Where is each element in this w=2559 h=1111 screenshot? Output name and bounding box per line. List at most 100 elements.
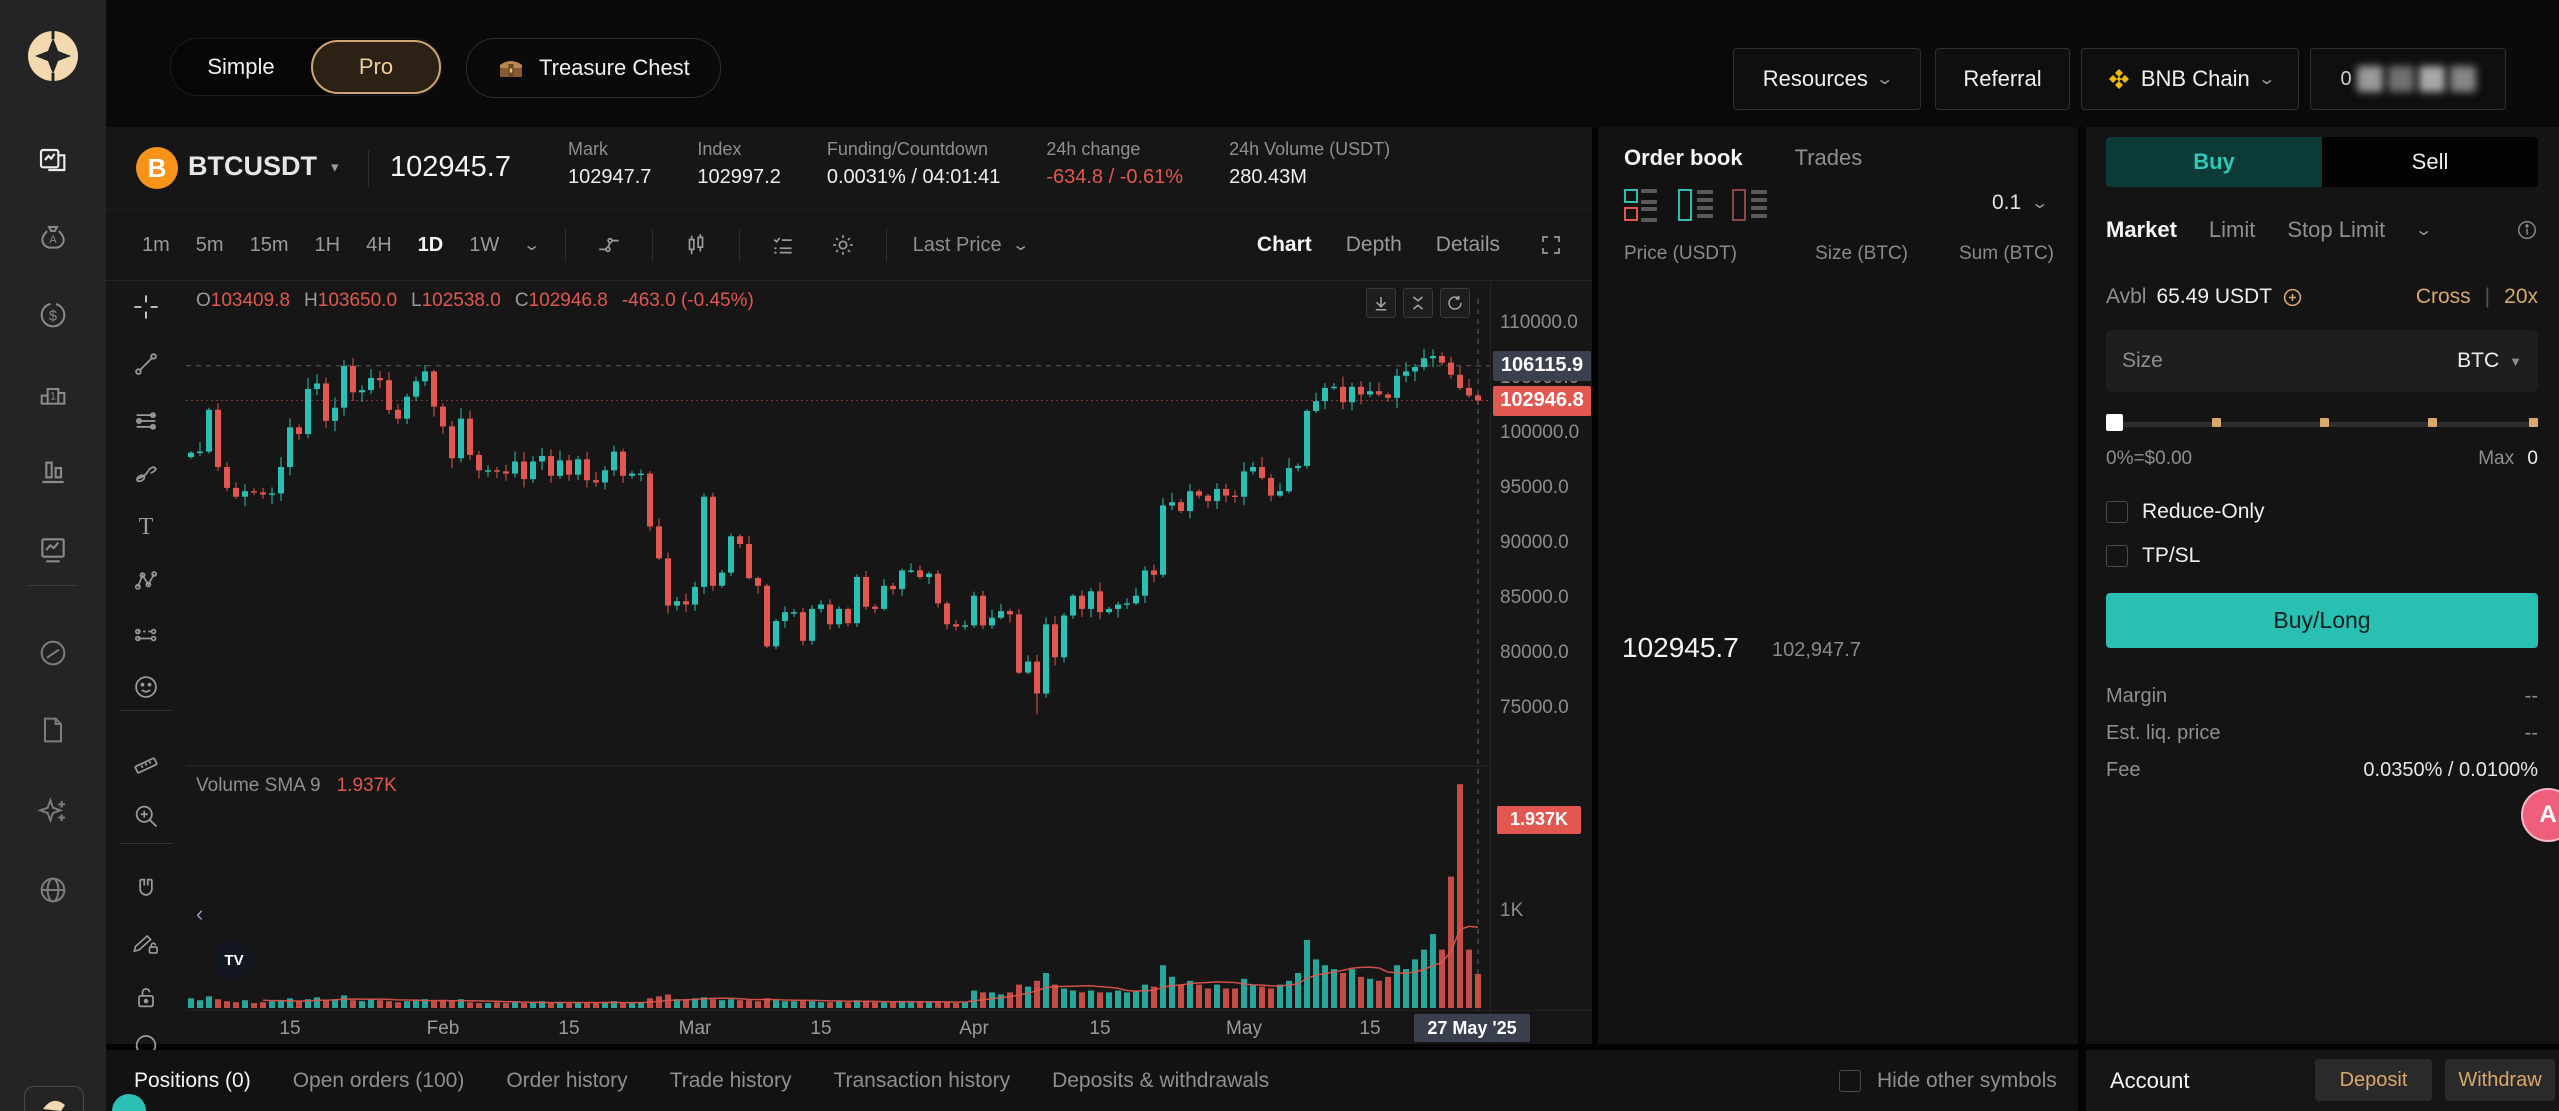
toolbar-collapse-chevron[interactable]: ‹ [196, 901, 204, 926]
price-axis[interactable]: 75000.0 80000.0 85000.0 90000.0 95000.0 10000… [1490, 281, 1592, 1044]
referral-button[interactable]: Referral [1935, 48, 2070, 110]
stats-icon[interactable] [37, 456, 69, 488]
scroll-to-recent-icon[interactable] [1366, 288, 1396, 318]
pro-mode-button[interactable]: Pro [311, 40, 441, 94]
withdraw-button[interactable]: Withdraw [2445, 1059, 2555, 1101]
globe-icon[interactable] [37, 874, 69, 906]
size-slider-handle[interactable] [2106, 414, 2123, 431]
text-tool-icon[interactable]: T [138, 513, 154, 540]
bottom-tab-order-history[interactable]: Order history [506, 1068, 628, 1092]
price-chart-canvas[interactable] [186, 281, 1490, 1044]
leverage-button[interactable]: 20x [2504, 285, 2538, 308]
order-type-market[interactable]: Market [2106, 217, 2177, 242]
hide-other-symbols-checkbox[interactable] [1839, 1069, 1861, 1092]
tab-buy[interactable]: Buy [2106, 137, 2322, 187]
treasure-chest-button[interactable]: Treasure Chest [466, 38, 721, 98]
resources-menu-button[interactable]: Resources ⌄ [1733, 48, 1921, 110]
slider-marker-50[interactable] [2320, 418, 2329, 427]
info-icon[interactable] [2516, 219, 2538, 241]
interval-5m[interactable]: 5m [195, 233, 224, 256]
orderbook-layout-both-icon[interactable] [1624, 189, 1660, 223]
orderbook-layout-bids-icon[interactable] [1678, 189, 1714, 223]
earn-moneybag-icon[interactable]: A [37, 221, 69, 253]
settings-gear-icon[interactable] [826, 228, 860, 262]
crosshair-tool-icon[interactable] [129, 290, 163, 324]
chain-selector-button[interactable]: BNB Chain ⌄ [2081, 48, 2299, 110]
interval-1W[interactable]: 1W [469, 233, 500, 256]
slider-marker-75[interactable] [2428, 418, 2437, 427]
simple-mode-button[interactable]: Simple [207, 54, 275, 79]
ruler-tool-icon[interactable] [129, 745, 163, 779]
redacted-wallet-block [2356, 66, 2383, 92]
reduce-only-checkbox[interactable] [2106, 501, 2128, 523]
bottom-tab-deposits-withdrawals[interactable]: Deposits & withdrawals [1052, 1068, 1270, 1092]
tab-order-book[interactable]: Order book [1624, 145, 1743, 170]
tradingview-logo[interactable]: TV [215, 941, 253, 979]
indicators-icon[interactable] [766, 228, 800, 262]
dollar-coin-icon[interactable]: $ [37, 299, 69, 331]
forecast-tool-icon[interactable] [129, 618, 163, 652]
grouping-selector[interactable]: 0.1 ⌄ [1992, 191, 2049, 215]
order-type-limit[interactable]: Limit [2208, 217, 2256, 242]
price-source-label: Last Price [912, 233, 1002, 256]
document-icon[interactable] [37, 714, 69, 746]
bottom-tab-trade-history[interactable]: Trade history [669, 1068, 792, 1092]
size-input[interactable]: Size BTC ▼ [2106, 330, 2538, 392]
bottom-tab-open-orders-100-[interactable]: Open orders (100) [292, 1068, 465, 1092]
zoom-in-tool-icon[interactable] [129, 799, 163, 833]
leaderboard-icon[interactable]: 1 [37, 377, 69, 409]
drawing-lock-tool-icon[interactable] [129, 926, 163, 960]
bottom-tab-positions-0-[interactable]: Positions (0) [134, 1068, 251, 1092]
trendline-tool-icon[interactable] [129, 347, 163, 381]
chart-style-icon[interactable] [592, 228, 626, 262]
orderbook-layout-asks-icon[interactable] [1732, 189, 1768, 223]
view-tab-chart[interactable]: Chart [1256, 233, 1312, 256]
slider-marker-100[interactable] [2529, 418, 2538, 427]
collapse-pane-icon[interactable] [1403, 288, 1433, 318]
gauge-icon[interactable] [37, 637, 69, 669]
interval-4H[interactable]: 4H [366, 233, 392, 256]
orderbook-mark-price[interactable]: 102,947.7 [1772, 639, 1861, 661]
tpsl-checkbox[interactable] [2106, 545, 2128, 567]
bottom-logo-partial[interactable] [24, 1086, 84, 1111]
trade-markets-icon[interactable] [37, 144, 69, 176]
deposit-button[interactable]: Deposit [2315, 1059, 2432, 1101]
order-type-stop-limit[interactable]: Stop Limit [2287, 217, 2386, 242]
time-axis[interactable]: 15 May 15 Apr 15 Mar 15 Feb 15 27 May '25 [186, 1010, 1592, 1044]
interval-1D[interactable]: 1D [417, 233, 444, 256]
interval-more-chevron[interactable]: ⌄ [522, 237, 542, 254]
fullscreen-icon[interactable] [1534, 228, 1568, 262]
price-source-selector[interactable]: Last Price ⌄ [912, 233, 1030, 257]
interval-1m[interactable]: 1m [142, 233, 170, 256]
interval-1H[interactable]: 1H [314, 233, 341, 256]
tab-trades[interactable]: Trades [1794, 145, 1863, 170]
candles-icon[interactable] [679, 228, 713, 262]
margin-mode-button[interactable]: Cross [2415, 285, 2471, 308]
chat-widget-partial[interactable] [112, 1094, 146, 1111]
emoji-tool-icon[interactable] [129, 670, 163, 704]
reset-chart-icon[interactable] [1440, 288, 1470, 318]
symbol-selector[interactable]: BTCUSDT ▾ [188, 151, 339, 181]
deposit-plus-icon[interactable] [2282, 287, 2303, 308]
view-tab-details[interactable]: Details [1435, 233, 1500, 256]
view-tab-depth[interactable]: Depth [1345, 233, 1402, 256]
stop-limit-chevron[interactable]: ⌄ [2414, 222, 2434, 239]
hide-other-symbols-label: Hide other symbols [1877, 1068, 2057, 1092]
interval-15m[interactable]: 15m [249, 233, 289, 256]
size-unit-selector[interactable]: BTC ▼ [2457, 349, 2522, 372]
wallet-address-button[interactable]: 0 [2310, 48, 2506, 110]
portfolio-chart-icon[interactable] [37, 534, 69, 566]
ai-sparkles-icon[interactable] [37, 795, 69, 827]
app-logo[interactable] [27, 30, 79, 82]
summary-row-margin: Margin -- [2106, 685, 2538, 707]
buy-long-button[interactable]: Buy/Long [2106, 593, 2538, 648]
support-widget-button[interactable]: A [2521, 788, 2559, 842]
magnet-tool-icon[interactable] [129, 872, 163, 906]
slider-marker-25[interactable] [2212, 418, 2221, 427]
parallel-channel-tool-icon[interactable] [129, 404, 163, 438]
lock-tool-icon[interactable] [129, 980, 163, 1014]
brush-tool-icon[interactable] [129, 456, 163, 490]
tab-sell[interactable]: Sell [2322, 137, 2538, 187]
bottom-tab-transaction-history[interactable]: Transaction history [833, 1068, 1011, 1092]
pattern-tool-icon[interactable] [129, 564, 163, 598]
